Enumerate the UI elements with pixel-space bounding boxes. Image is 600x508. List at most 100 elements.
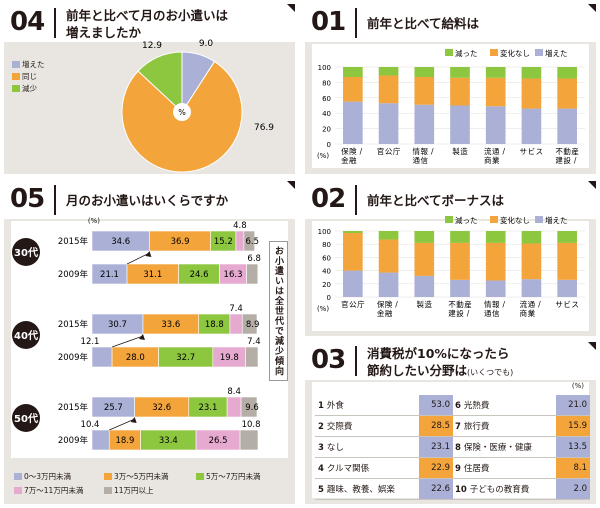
hbar-value-label: 8.4 [227, 387, 241, 397]
bar-segment [521, 108, 542, 144]
category-label: 業 [492, 155, 500, 165]
bar-segment [414, 67, 435, 78]
y-tick-label: 80 [322, 79, 331, 87]
hbar-segment [245, 346, 259, 368]
trend-arrow-head [138, 334, 145, 340]
category-label: 設 [563, 155, 571, 165]
category-label: 金 [341, 155, 349, 165]
bar-segment [414, 275, 435, 297]
hbar-value-label: 33.4 [159, 436, 178, 446]
savings-item-label: 2 交際費 [315, 415, 419, 437]
bar-segment [378, 75, 399, 104]
bar-segment [378, 231, 399, 240]
hbar-segment [91, 346, 113, 368]
legend-item-increased: 増えた [12, 59, 45, 70]
hbar-value-label: 26.5 [209, 436, 228, 446]
y-tick-label: 0 [327, 141, 331, 149]
category-label: 官 [341, 299, 349, 309]
hbar-segment [239, 429, 259, 451]
hbar-segment [246, 263, 259, 285]
savings-table-row: 8 保険・医療・健康 13.5 [452, 436, 590, 458]
bar-segment [485, 231, 506, 243]
panel-04-title-line1: 前年と比べて月のお小遣いは [66, 8, 229, 23]
legend-label: 減った [455, 215, 478, 225]
hbar-segment [243, 230, 255, 252]
legend-item-3-5man: 3万〜5万円未満 [104, 471, 169, 482]
panel-03-header: 03 消費税が10%になったら 節約したい分野は(いくつでも) [305, 342, 596, 380]
category-label: / [502, 147, 505, 156]
category-label: / [467, 309, 470, 318]
category-label: 険 [349, 147, 357, 156]
y-tick-label: 100 [318, 228, 331, 236]
category-label: / [395, 300, 398, 309]
pie-slice-2 [137, 51, 183, 114]
bar-segment [557, 242, 577, 280]
y-unit-label: (%) [317, 305, 329, 313]
category-label: 情 [413, 146, 421, 156]
bar-segment [343, 231, 363, 233]
bar-segment [450, 231, 470, 243]
category-label: 産 [464, 299, 472, 309]
legend-label: 増えた [545, 215, 568, 225]
bar-segment [557, 108, 577, 144]
bar-segment [450, 67, 470, 78]
category-label: 融 [385, 308, 393, 318]
category-label: 情 [484, 299, 492, 309]
savings-item-label: 3 なし [315, 436, 419, 458]
hbar-value-label: 30.7 [108, 320, 127, 330]
category-label: 造 [460, 146, 468, 156]
age-badge-label: 50代 [14, 412, 38, 425]
pie-center-hole [173, 103, 191, 121]
category-label: 業 [528, 308, 536, 318]
category-label: サ [520, 147, 528, 156]
bar-segment [343, 232, 363, 271]
stacked-bar-chart-bonus: 減った 変化なし 増えた100806040200(%) 官公庁保金険融/製造不建動設産… [317, 215, 585, 318]
hbar-segment [226, 396, 242, 418]
age-badge [12, 404, 40, 432]
savings-item-label: 8 保険・医療・健康 [452, 436, 556, 458]
category-label: 造 [425, 299, 433, 309]
hbar-value-label: 28.0 [126, 353, 145, 363]
hbar-value-label: 34.6 [111, 237, 130, 247]
savings-item-label: 5 趣味、教養、娯楽 [315, 478, 419, 500]
savings-item-label: 4 クルマ関係 [315, 457, 419, 479]
category-label: / [574, 156, 577, 165]
category-label: / [431, 147, 434, 156]
category-label: 公 [385, 147, 393, 156]
bar-segment [450, 77, 470, 106]
hbar-value-label: 25.7 [104, 403, 123, 413]
category-label: 保 [377, 300, 385, 309]
pie-value-label: 12.9 [142, 41, 162, 51]
hbar-value-label: 33.6 [161, 320, 180, 330]
category-label: 動 [563, 147, 571, 156]
savings-item-label: 7 旅行費 [452, 415, 556, 437]
year-label: 2009年 [58, 352, 89, 363]
category-label: 不 [448, 300, 456, 309]
category-label: 融 [349, 155, 357, 165]
hbar-value-label: 10.4 [81, 420, 100, 430]
hbar-value-label: 21.1 [100, 270, 119, 280]
panel-04-number: 04 [10, 7, 45, 37]
bar-segment [414, 242, 435, 276]
category-label: ス [536, 147, 544, 156]
savings-item-value: 13.5 [556, 436, 590, 458]
unit-label: (%) [88, 217, 100, 225]
category-label: 通 [413, 155, 421, 165]
y-tick-label: 60 [322, 95, 331, 103]
savings-item-value: 23.1 [419, 436, 453, 458]
savings-item-label: 1 外食 [315, 395, 419, 416]
category-label: 庁 [357, 299, 365, 309]
legend-item-0-3man: 0〜3万円未満 [14, 471, 71, 482]
savings-table-row: 2 交際費 28.5 [315, 415, 453, 437]
category-label: 商 [484, 155, 492, 165]
category-label: サ [555, 300, 563, 309]
panel-03-number: 03 [311, 345, 346, 375]
category-label: 建 [555, 155, 563, 165]
year-label: 2015年 [58, 236, 89, 247]
y-tick-label: 20 [322, 281, 331, 289]
panel-05-number: 05 [10, 184, 45, 214]
bar-segment [485, 67, 506, 78]
trend-arrow-head [130, 417, 137, 423]
category-label: 流 [520, 299, 528, 309]
panel-02-title: 前年と比べてボーナスは [367, 193, 505, 208]
